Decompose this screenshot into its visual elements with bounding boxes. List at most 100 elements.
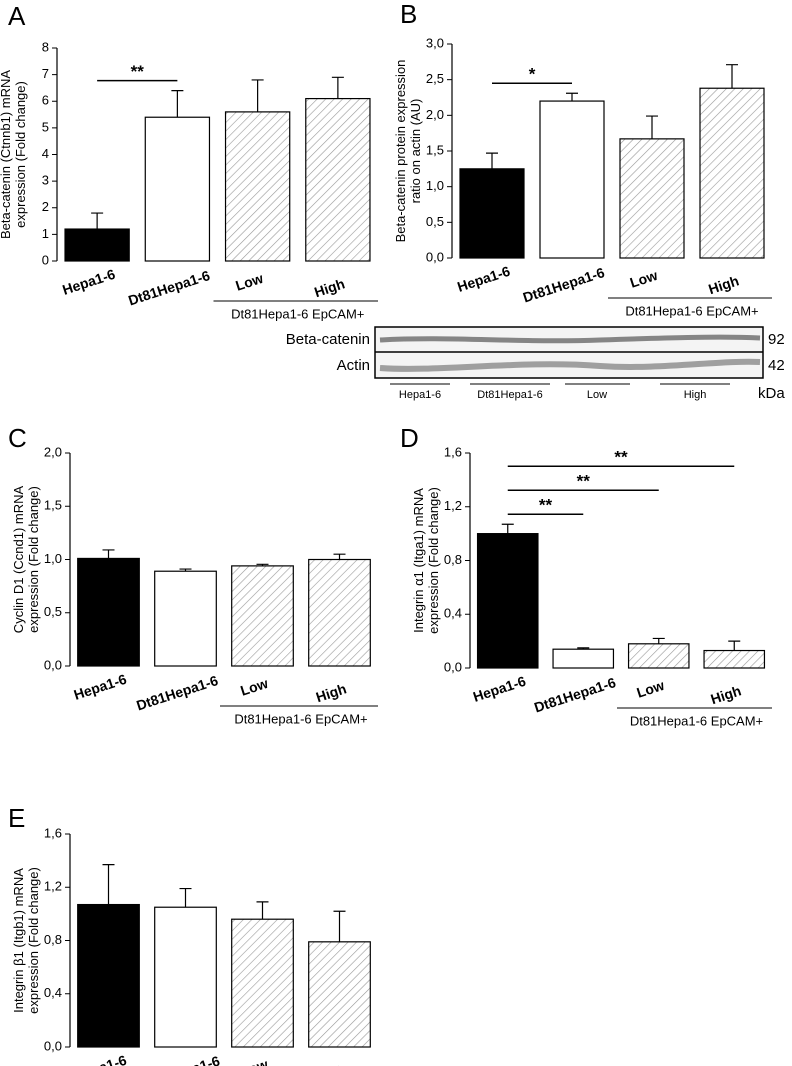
y-axis-label-line: Beta-catenin protein expression <box>393 60 408 243</box>
x-tick-label: Low <box>238 1056 270 1066</box>
error-bar <box>577 647 590 650</box>
y-tick-label: 1,0 <box>44 551 62 566</box>
y-tick-label: 0,5 <box>426 214 444 229</box>
bar <box>77 557 140 667</box>
lane-label: Low <box>587 389 607 401</box>
x-tick-label: Hepa1-6 <box>60 266 117 298</box>
bar <box>308 941 371 1048</box>
y-tick-label: 3,0 <box>426 35 444 50</box>
bar <box>476 533 539 669</box>
blot-band <box>379 334 761 344</box>
x-tick-label: Low <box>238 675 270 699</box>
y-axis-label-line: expression (Fold change) <box>26 867 41 1014</box>
y-tick-label: 7 <box>42 66 49 81</box>
x-tick-label: Hepa1-6 <box>72 671 129 703</box>
y-axis-label-line: Integrin α1 (Itga1) mRNA <box>411 488 426 633</box>
y-tick-label: 1,2 <box>44 879 62 894</box>
y-tick-label: 2,0 <box>426 107 444 122</box>
y-tick-label: 0,4 <box>44 985 62 1000</box>
x-tick-label: DT81Hepa1-6 <box>132 1052 222 1066</box>
y-tick-label: 8 <box>42 39 49 54</box>
x-tick-label: Low <box>628 267 660 291</box>
bar <box>308 558 371 667</box>
x-tick-label: Dt81Hepa1-6 <box>134 672 220 713</box>
western-blot: Beta-catenin Actin 92 42 kDa Hepa1-6 Dt8… <box>286 326 785 402</box>
group-label: Dt81Hepa1-6 EpCAM+ <box>231 306 364 321</box>
error-bar <box>251 79 264 112</box>
error-bar <box>256 901 269 920</box>
error-bar <box>726 64 738 89</box>
bar <box>144 116 211 262</box>
x-tick-label: Dt81Hepa1-6 <box>532 674 618 715</box>
lane-label: Dt81Hepa1-6 <box>477 389 542 401</box>
x-tick-label: High <box>314 1061 349 1066</box>
bar <box>699 87 765 259</box>
x-tick-label: High <box>706 272 741 297</box>
y-axis-label: Cyclin D1 (Ccnd1) mRNAexpression (Fold c… <box>11 485 41 633</box>
bar <box>459 168 525 259</box>
y-tick-label: 2,0 <box>44 444 62 459</box>
significance-label: ** <box>577 472 591 491</box>
y-tick-label: 5 <box>42 119 49 134</box>
x-tick-label: Low <box>635 677 667 701</box>
y-tick-label: 2 <box>42 199 49 214</box>
y-axis-label-line: Cyclin D1 (Ccnd1) mRNA <box>11 485 26 633</box>
x-tick-label: Low <box>233 270 265 294</box>
y-axis-label-line: expression (Fold change) <box>26 486 41 633</box>
blot-band <box>379 358 761 372</box>
bar <box>64 228 130 262</box>
y-tick-label: 0 <box>42 252 49 267</box>
blot-row-label: Actin <box>337 357 370 374</box>
bar <box>154 570 217 667</box>
x-tick-label: High <box>709 682 744 707</box>
y-tick-label: 0,4 <box>444 606 462 621</box>
bar <box>627 643 690 669</box>
bar <box>552 648 615 669</box>
significance-label: ** <box>614 448 628 467</box>
error-bar <box>501 523 514 534</box>
y-axis-label-line: expression (Fold change) <box>13 81 28 228</box>
error-bar <box>333 910 346 942</box>
bar <box>703 649 766 669</box>
y-tick-label: 0,8 <box>44 932 62 947</box>
x-tick-label: Hepa1-6 <box>471 673 528 705</box>
error-bar <box>652 637 665 644</box>
panel-label: A <box>8 1 26 31</box>
bar <box>539 100 605 259</box>
x-tick-label: Hepa1-6 <box>72 1052 129 1066</box>
group-label: Dt81Hepa1-6 EpCAM+ <box>630 713 763 728</box>
panel-label: D <box>400 423 419 453</box>
y-axis-label-line: Integrin β1 (Itgb1) mRNA <box>11 868 26 1013</box>
lane-label: High <box>684 389 707 401</box>
y-axis-label: Beta-catenin protein expressionratio on … <box>393 60 423 243</box>
significance-label: ** <box>131 62 145 81</box>
blot-size: 42 <box>768 357 785 374</box>
blot-unit: kDa <box>758 385 785 402</box>
error-bar <box>179 568 192 572</box>
x-tick-label: High <box>314 680 349 705</box>
error-bar <box>333 553 346 560</box>
error-bar <box>646 115 658 139</box>
blot-size: 92 <box>768 331 785 348</box>
y-tick-label: 1,2 <box>444 498 462 513</box>
error-bar <box>91 212 104 230</box>
y-tick-label: 0,0 <box>444 659 462 674</box>
y-tick-label: 0,8 <box>444 552 462 567</box>
y-tick-label: 0,0 <box>44 1038 62 1053</box>
lane-label: Hepa1-6 <box>399 389 441 401</box>
x-tick-label: Hepa1-6 <box>455 263 512 295</box>
bar <box>619 138 685 259</box>
group-label: Dt81Hepa1-6 EpCAM+ <box>234 711 367 726</box>
significance-label: ** <box>539 496 553 515</box>
bar <box>305 97 371 262</box>
y-axis-label-line: Beta-catenin (Ctnnb1) mRNA <box>0 70 13 239</box>
error-bar <box>566 92 578 102</box>
y-tick-label: 2,5 <box>426 71 444 86</box>
blot-row-label: Beta-catenin <box>286 331 370 348</box>
bar <box>231 918 294 1048</box>
y-tick-label: 1,5 <box>44 498 62 513</box>
bar <box>154 906 217 1048</box>
y-tick-label: 0,0 <box>426 249 444 264</box>
panel-label: C <box>8 423 27 453</box>
